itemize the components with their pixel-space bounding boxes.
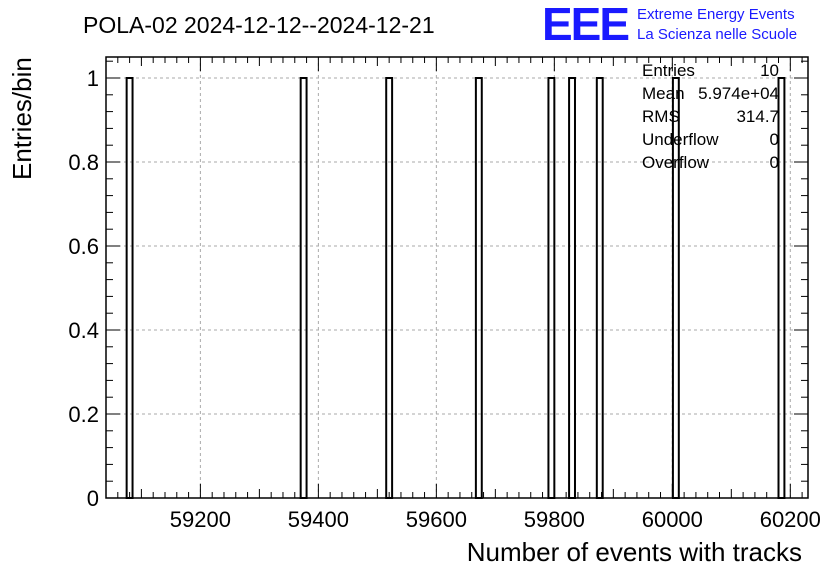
stat-value-4: 0 — [770, 153, 779, 172]
x-tick-label-3: 59800 — [524, 507, 585, 532]
stat-label-1: Mean — [642, 84, 685, 103]
x-tick-label-0: 59200 — [170, 507, 231, 532]
stat-label-4: Overflow — [642, 153, 710, 172]
x-tick-label-5: 60200 — [760, 507, 821, 532]
y-tick-labels: 0 0.2 0.4 0.6 0.8 1 — [68, 66, 99, 511]
histogram-bin-8 — [777, 77, 786, 499]
stat-value-1: 5.974e+04 — [698, 84, 779, 103]
grid — [106, 57, 808, 498]
stat-label-2: RMS — [642, 107, 680, 126]
eee-logo-text: EEE — [542, 0, 628, 50]
histogram-bin-2 — [385, 77, 394, 499]
plot-frame — [105, 56, 809, 499]
x-tick-labels: 59200 59400 59600 59800 60000 60200 — [170, 507, 821, 532]
histogram-bin-3 — [474, 77, 483, 499]
x-tick-label-1: 59400 — [288, 507, 349, 532]
stat-label-0: Entries — [642, 61, 695, 80]
histogram-bin-6 — [595, 77, 604, 499]
y-tick-label-5: 1 — [87, 66, 99, 91]
stat-value-2: 314.7 — [736, 107, 779, 126]
y-axis-label: Entries/bin — [7, 57, 37, 180]
stat-value-3: 0 — [770, 130, 779, 149]
y-tick-label-1: 0.2 — [68, 402, 99, 427]
y-tick-label-2: 0.4 — [68, 318, 99, 343]
histogram-bin-1 — [299, 77, 308, 499]
y-tick-label-0: 0 — [87, 486, 99, 511]
x-tick-label-4: 60000 — [642, 507, 703, 532]
histogram-bin-5 — [568, 77, 576, 499]
chart-title: POLA-02 2024-12-12--2024-12-21 — [83, 12, 435, 38]
stat-value-0: 10 — [760, 61, 779, 80]
brand-line-2: La Scienza nelle Scuole — [637, 26, 797, 43]
brand-line-1: Extreme Energy Events — [637, 6, 795, 23]
stats-box: Entries 10 Mean 5.974e+04 RMS 314.7 Underflow 0… — [642, 61, 779, 172]
x-tick-label-2: 59600 — [406, 507, 467, 532]
histogram-bin-0 — [125, 77, 134, 499]
y-tick-label-3: 0.6 — [68, 234, 99, 259]
x-axis-label: Number of events with tracks — [467, 537, 802, 567]
eee-logo: EEE Extreme Energy Events La Scienza nel… — [542, 0, 797, 50]
stat-label-3: Underflow — [642, 130, 719, 149]
y-tick-label-4: 0.8 — [68, 150, 99, 175]
histogram-bin-4 — [547, 77, 556, 499]
axis-ticks — [105, 57, 808, 499]
